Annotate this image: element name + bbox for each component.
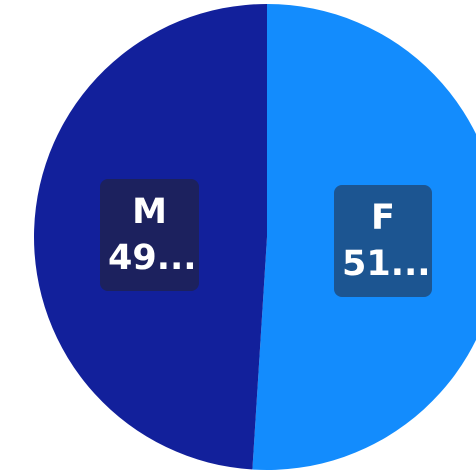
slice-label-f-value: 51...	[342, 244, 431, 284]
slice-label-f-name: F	[371, 198, 395, 238]
slice-label-m-name: M	[132, 192, 167, 232]
slice-label-f: F 51...	[334, 185, 432, 297]
slice-label-m: M 49...	[100, 179, 199, 291]
slice-label-m-value: 49...	[108, 238, 197, 278]
